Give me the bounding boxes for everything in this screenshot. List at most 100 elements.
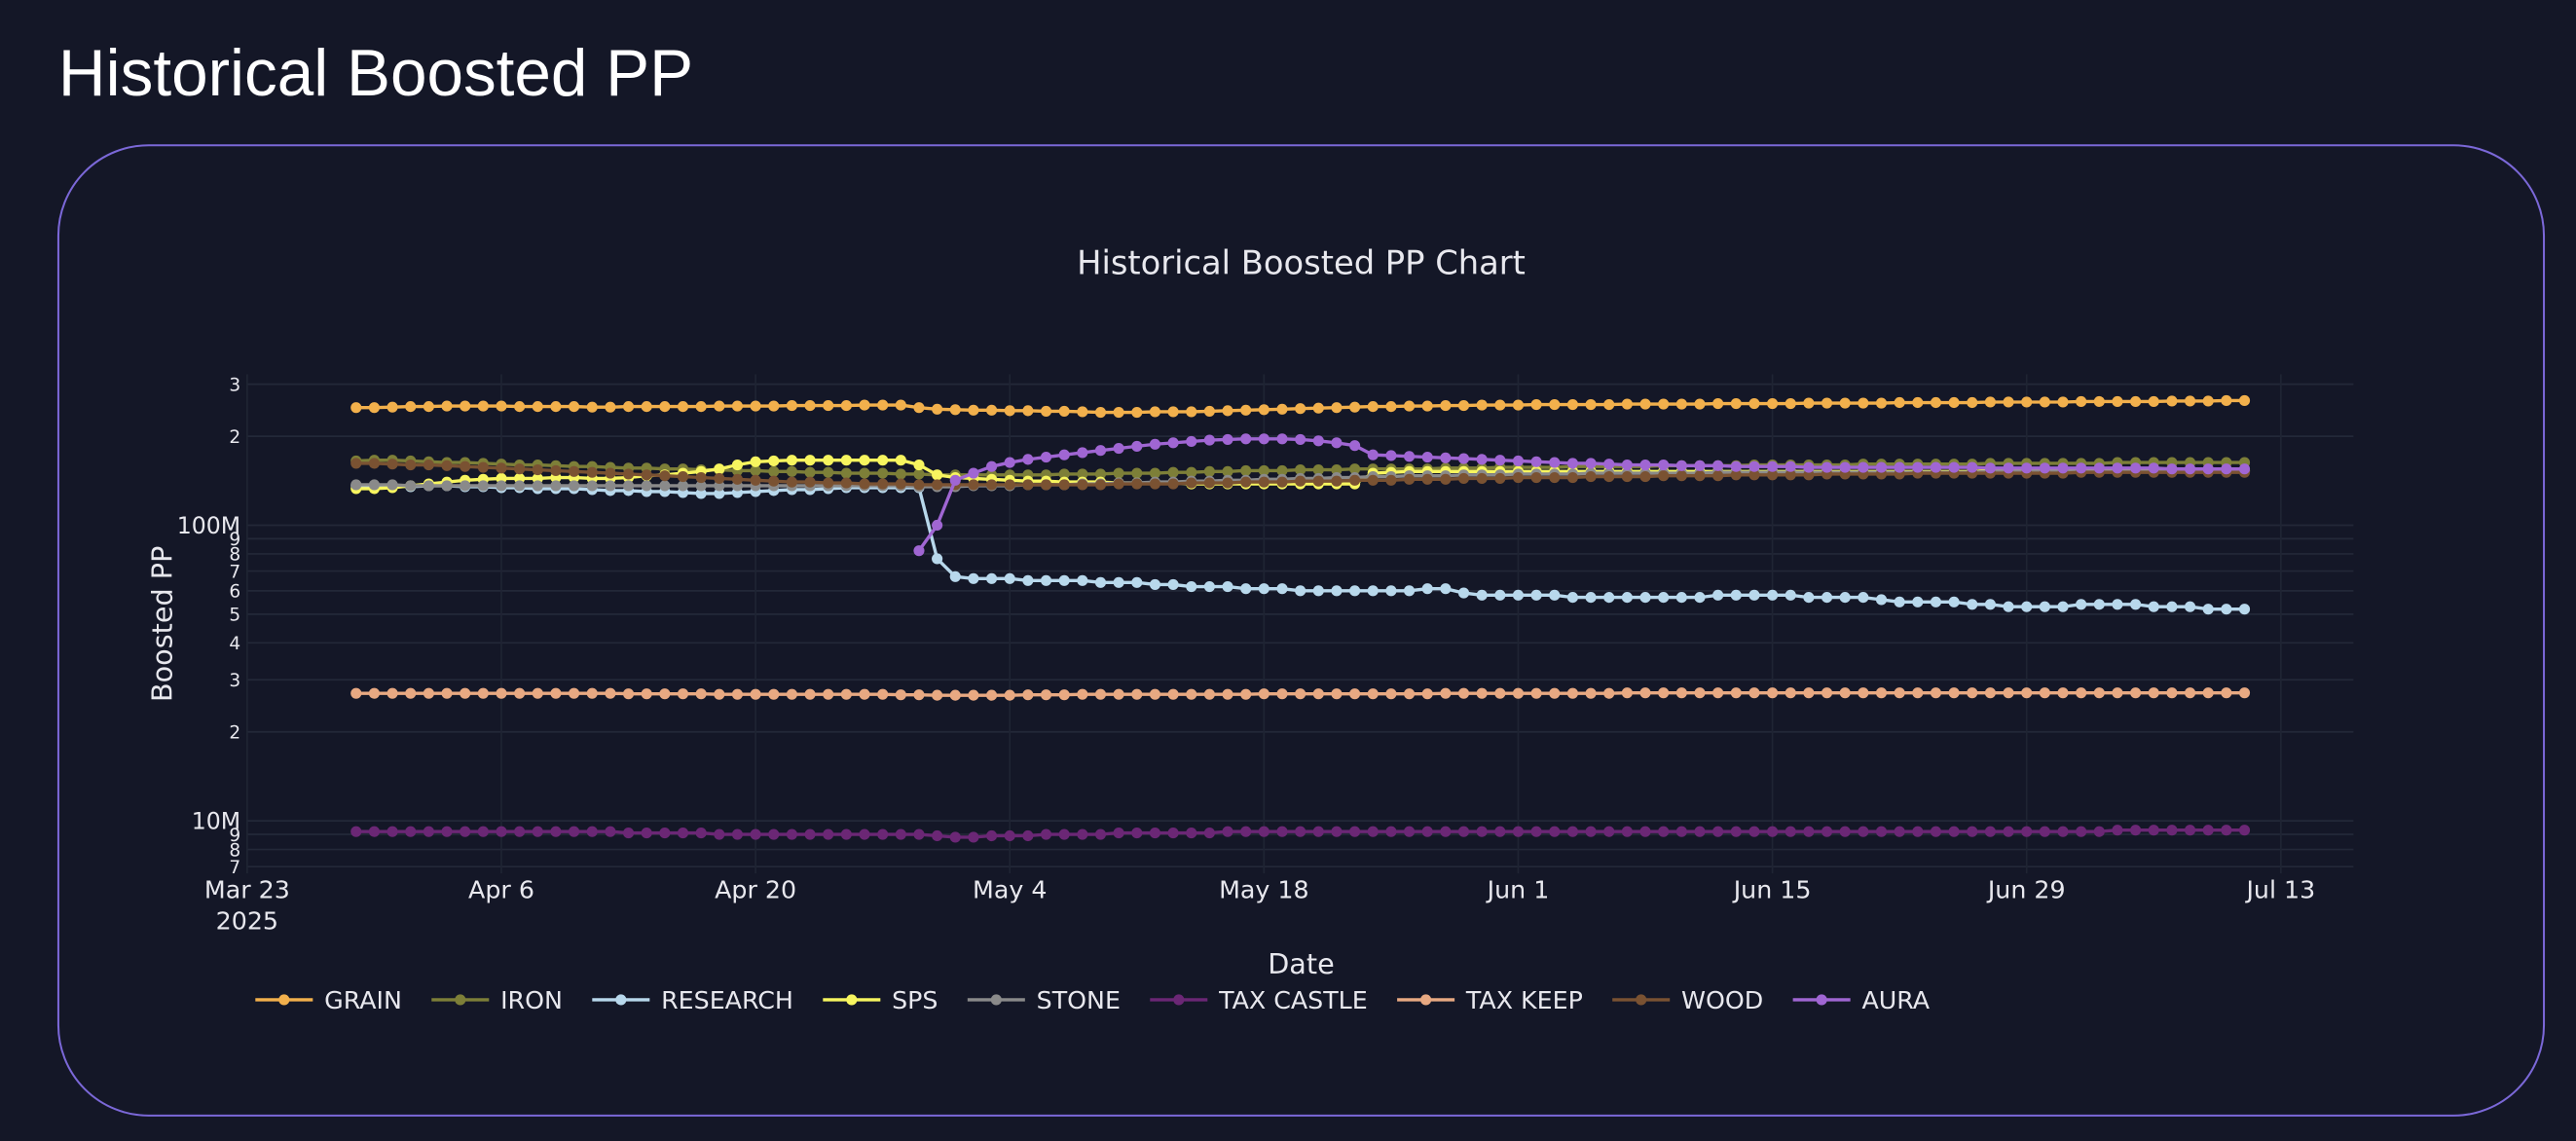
data-point xyxy=(786,688,797,700)
data-point xyxy=(477,461,489,473)
data-point xyxy=(2076,826,2087,837)
data-point xyxy=(804,476,816,488)
data-point xyxy=(840,688,852,700)
data-point xyxy=(932,403,943,415)
legend-label: STONE xyxy=(1037,986,1121,1014)
data-point xyxy=(1748,469,1760,481)
data-point xyxy=(1767,469,1779,481)
page-title: Historical Boosted PP xyxy=(58,37,693,110)
data-point xyxy=(1566,458,1578,469)
data-point xyxy=(877,828,889,840)
data-point xyxy=(1058,405,1070,417)
data-point xyxy=(569,826,580,837)
data-point xyxy=(677,688,689,700)
data-point xyxy=(1077,479,1088,491)
data-point xyxy=(2166,395,2178,407)
x-tick-label: May 4 xyxy=(973,875,1047,903)
data-point xyxy=(1258,583,1270,595)
data-point xyxy=(1240,688,1252,700)
data-point xyxy=(1712,470,1724,482)
data-point xyxy=(1675,460,1687,471)
data-point xyxy=(768,475,780,487)
legend-item[interactable]: SPS xyxy=(823,986,938,1014)
data-point xyxy=(1785,397,1796,410)
data-point xyxy=(1948,687,1960,699)
data-point xyxy=(1240,464,1252,476)
legend-item[interactable]: STONE xyxy=(967,986,1121,1014)
data-point xyxy=(1803,592,1815,604)
data-point xyxy=(2166,463,2178,475)
data-point xyxy=(368,458,380,469)
data-point xyxy=(2130,395,2142,408)
data-point xyxy=(1967,396,1978,409)
y-tick-label: 9 xyxy=(229,826,240,846)
data-point xyxy=(1621,459,1633,471)
data-point xyxy=(1930,596,1942,607)
legend-item[interactable]: TAX CASTLE xyxy=(1150,986,1368,1014)
legend-item[interactable]: TAX KEEP xyxy=(1397,986,1583,1014)
data-point xyxy=(1058,689,1070,701)
data-point xyxy=(2003,826,2014,837)
data-point xyxy=(532,826,543,837)
data-point xyxy=(895,689,906,701)
data-point xyxy=(1858,826,1869,837)
data-point xyxy=(1421,400,1433,412)
data-point xyxy=(968,467,979,479)
data-point xyxy=(1058,449,1070,460)
legend-item[interactable]: RESEARCH xyxy=(592,986,793,1014)
data-point xyxy=(2238,825,2251,836)
data-point xyxy=(1240,404,1252,416)
data-point xyxy=(423,826,434,837)
data-point xyxy=(2093,395,2105,408)
data-point xyxy=(1603,471,1615,483)
data-point xyxy=(804,688,816,700)
legend-marker xyxy=(1636,994,1647,1006)
data-point xyxy=(1131,688,1143,700)
data-point xyxy=(2057,826,2069,837)
data-point xyxy=(423,459,434,471)
data-point xyxy=(1457,472,1470,484)
data-point xyxy=(2148,687,2159,699)
legend-item[interactable]: AURA xyxy=(1792,986,1931,1014)
data-point xyxy=(1658,826,1670,837)
data-point xyxy=(1022,689,1034,701)
data-point xyxy=(731,459,744,471)
data-point xyxy=(1821,826,1833,837)
data-point xyxy=(386,459,398,470)
data-point xyxy=(695,828,707,839)
data-point xyxy=(1967,461,1978,473)
data-point xyxy=(2093,599,2105,610)
data-point xyxy=(350,826,362,837)
data-point xyxy=(477,826,489,837)
data-point xyxy=(1858,397,1869,409)
data-point xyxy=(913,689,925,701)
data-point xyxy=(659,828,671,839)
data-point xyxy=(1530,589,1542,601)
legend-item[interactable]: GRAIN xyxy=(255,986,402,1014)
data-point xyxy=(477,480,489,492)
data-point xyxy=(1621,471,1633,483)
data-point xyxy=(1094,468,1107,480)
data-point xyxy=(1948,596,1960,607)
legend-label: IRON xyxy=(500,986,563,1014)
data-point xyxy=(1094,688,1107,700)
data-point xyxy=(586,480,598,492)
data-point xyxy=(1403,688,1416,700)
x-tick-label: Jul 13 xyxy=(2244,875,2315,903)
data-point xyxy=(968,404,979,416)
data-point xyxy=(2202,687,2214,699)
data-point xyxy=(2202,395,2214,407)
data-point xyxy=(641,480,652,492)
data-point xyxy=(1858,687,1869,699)
data-point xyxy=(2021,396,2033,408)
legend-item[interactable]: IRON xyxy=(431,986,563,1014)
legend-label: TAX CASTLE xyxy=(1218,986,1368,1014)
data-point xyxy=(2039,601,2050,612)
data-point xyxy=(605,826,616,837)
data-point xyxy=(1040,828,1052,840)
data-point xyxy=(2057,396,2069,408)
legend-item[interactable]: WOOD xyxy=(1612,986,1763,1014)
data-point xyxy=(1167,406,1179,418)
